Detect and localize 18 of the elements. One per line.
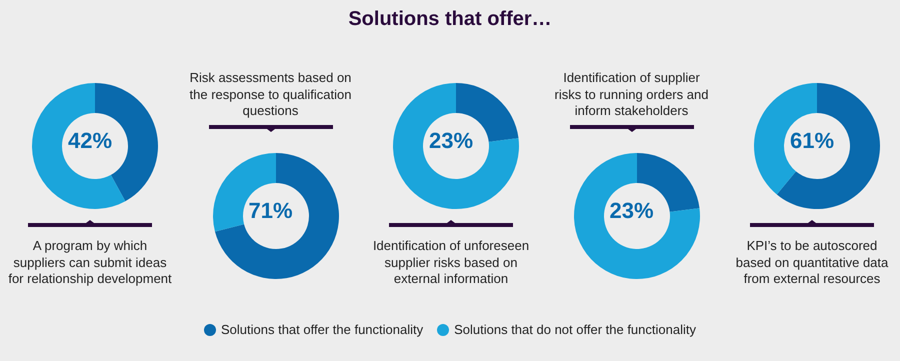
text: 23%: [608, 197, 655, 225]
text: 61%: [788, 127, 836, 155]
text: KPI’s to be autoscored based on quantitative data from external resources: [734, 238, 890, 288]
donut-slice: [32, 83, 126, 209]
chart-title: Identification of supplier risks to running orders and inform stakeholders: [554, 70, 710, 120]
text: Identification of unforeseen supplier risks based on external information: [372, 238, 530, 288]
text: 23%: [428, 127, 474, 155]
donut-slice: [574, 153, 700, 279]
donut-slice: [776, 83, 880, 209]
legend-label: Solutions that offer the functionality: [221, 322, 424, 337]
text: 42%: [66, 127, 114, 155]
text: 71%: [247, 197, 294, 225]
text: Solutions that offer…: [347, 8, 553, 31]
legend-label: Solutions that do not offer the functionality: [454, 322, 696, 337]
donut-slice: [214, 153, 338, 279]
chart-title: Risk assessments based on the response to qualification questions: [188, 70, 352, 120]
donut-slice: [393, 83, 519, 209]
text: A program by which suppliers can submit ideas for relationship development: [8, 238, 172, 288]
